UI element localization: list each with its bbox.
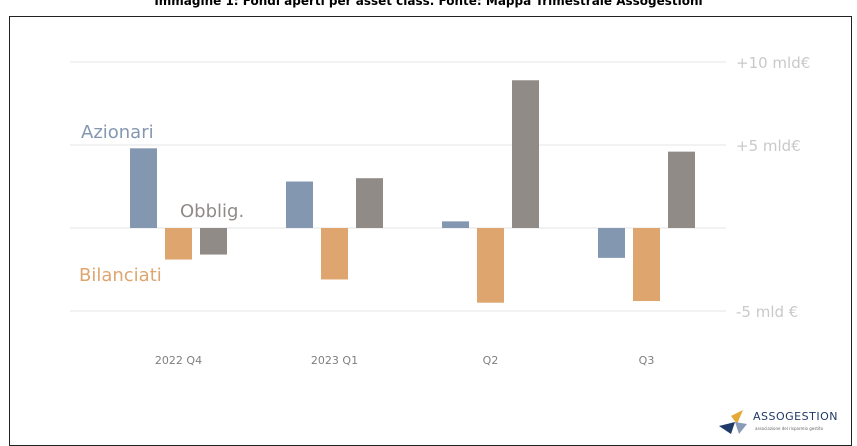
bar-obblig-2 <box>512 80 539 228</box>
series-label-azionari: Azionari <box>81 122 154 143</box>
bar-obblig-0 <box>200 228 227 255</box>
bar-azionari-1 <box>286 181 313 228</box>
y-tick-label: -5 mld € <box>736 303 798 321</box>
x-category-label: 2022 Q4 <box>155 354 202 367</box>
y-tick-label: +5 mld€ <box>736 137 801 155</box>
y-tick-label: +10 mld€ <box>736 54 810 72</box>
assogestioni-logo: ASSOGESTION associazione del risparmio g… <box>717 408 857 439</box>
bar-obblig-3 <box>668 151 695 228</box>
bar-bilanciati-2 <box>477 228 504 303</box>
bar-obblig-1 <box>356 178 383 228</box>
bar-azionari-0 <box>130 148 157 228</box>
series-label-obblig: Obblig. <box>180 201 244 222</box>
bar-azionari-3 <box>598 228 625 258</box>
chart-title: Immagine 1: Fondi aperti per asset class… <box>154 0 703 8</box>
logo-mark-icon <box>719 410 747 434</box>
x-category-label: Q2 <box>483 354 499 367</box>
logo-name: ASSOGESTION <box>753 410 838 423</box>
x-category-label: Q3 <box>639 354 655 367</box>
logo-subtitle: associazione del risparmio gestito <box>755 426 824 431</box>
chart-frame <box>9 16 852 446</box>
bar-bilanciati-3 <box>633 228 660 302</box>
x-category-label: 2023 Q1 <box>311 354 358 367</box>
bar-azionari-2 <box>442 221 469 228</box>
bar-bilanciati-1 <box>321 228 348 280</box>
bar-bilanciati-0 <box>165 228 192 260</box>
series-label-bilanciati: Bilanciati <box>79 265 162 286</box>
